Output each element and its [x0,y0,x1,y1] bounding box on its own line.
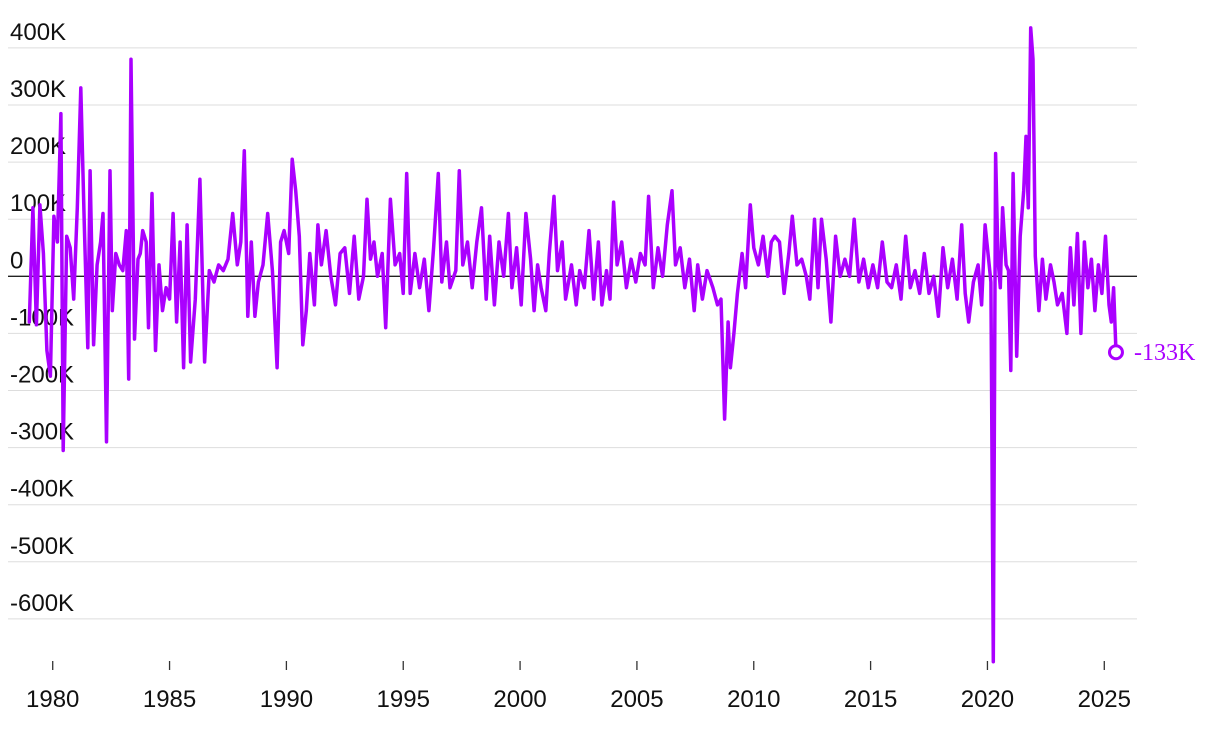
x-tick-label: 1995 [377,686,430,713]
x-tick-label: 2025 [1078,686,1131,713]
x-tick-label: 1980 [26,686,79,713]
end-point-marker [1107,344,1124,361]
y-tick-label: 200K [10,133,66,160]
x-tick-label: 1990 [260,686,313,713]
x-tick-label: 2015 [844,686,897,713]
y-tick-label: 0 [10,247,23,274]
end-value-label: -133K [1134,340,1196,366]
y-tick-label: 300K [10,76,66,103]
y-tick-label: 400K [10,19,66,46]
x-tick-label: 2010 [727,686,780,713]
y-tick-label: -600K [10,590,74,617]
x-tick-label: 2020 [961,686,1014,713]
series-line [27,26,1118,664]
x-tick-label: 1985 [143,686,196,713]
y-tick-label: -400K [10,476,74,503]
x-tick-label: 2005 [610,686,663,713]
x-tick-label: 2000 [493,686,546,713]
x-axis: 1980 1985 1990 1995 2000 2005 2010 2015 2020 2025 [26,661,1131,713]
gridlines [8,47,1137,620]
y-tick-label: -500K [10,533,74,560]
